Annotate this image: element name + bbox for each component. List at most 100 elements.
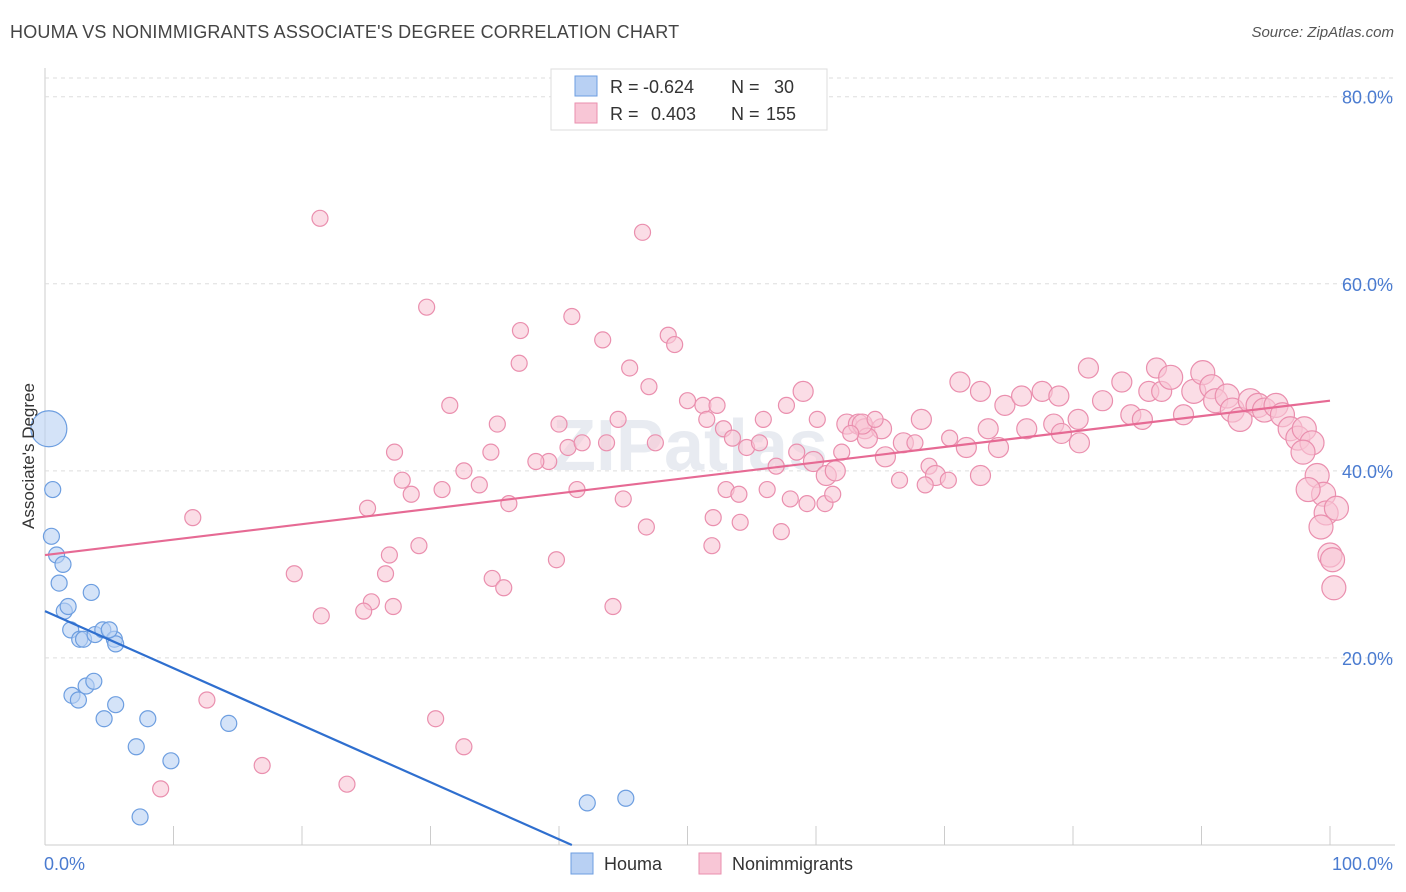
nonimm-point-55 [455,738,473,756]
nonimm-point-61 [750,434,769,452]
nonimm-point-18 [550,415,568,433]
houma-point-21 [107,696,125,714]
nonimm-n-value: 155 [766,104,796,124]
nonimm-point-146 [890,471,909,489]
nonimm-point-10 [441,396,459,414]
houma-point-22 [127,738,145,756]
houma-n-label: N = [731,77,760,97]
axis-label-layer: 20.0% 40.0% 60.0% 80.0% 0.0% 100.0% [44,88,1393,874]
nonimm-point-98 [1010,385,1033,407]
nonimm-point-89 [939,471,957,489]
nonimm-point-46 [495,579,513,597]
houma-r-label: R = [610,77,639,97]
nonimm-point-20 [482,443,500,461]
houma-r-value: -0.624 [643,77,694,97]
nonimm-r-label: R = [610,104,639,124]
houma-point-2 [44,480,62,499]
nonimm-point-90 [910,408,932,431]
nonimm-r-value: 0.403 [651,104,696,124]
nonimm-point-9 [621,359,639,377]
nonimm-point-68 [703,537,721,555]
x-tick-label-right: 100.0% [1332,854,1393,874]
nonimm-point-53 [338,775,356,793]
houma-point-4 [50,574,68,592]
nonimm-point-91 [949,371,971,393]
nonimm-point-8 [510,354,528,372]
nonimm-point-115 [1172,404,1195,426]
nonimm-trend-line [44,399,1331,557]
y-tick-label-0: 20.0% [1342,649,1393,669]
nonimm-point-3 [563,307,581,326]
nonimm-point-65 [758,480,776,499]
nonimm-point-38 [410,537,428,555]
houma-swatch [574,75,598,97]
nonimm-point-2 [418,298,436,316]
nonimm-point-44 [312,607,330,625]
y-tick-label-1: 40.0% [1342,462,1393,482]
nonimm-point-141 [1323,495,1350,521]
nonimm-point-67 [704,509,722,527]
houma-point-1 [42,527,61,545]
nonimm-point-7 [666,335,684,354]
houma-point-0 [30,410,68,448]
houma-point-24 [139,710,157,728]
nonimm-point-77 [808,410,826,429]
nonimm-point-36 [358,499,377,517]
houma-point-23 [131,808,149,826]
y-axis-title: Associate's Degree [19,383,38,529]
nonimm-point-42 [384,597,402,616]
houma-point-10 [69,691,88,709]
nonimm-point-49 [184,509,202,527]
nonimm-point-92 [955,436,977,459]
houma-trend-line [44,610,573,847]
nonimm-point-0 [311,209,329,227]
nonimm-point-139 [1319,547,1346,573]
nonimm-point-23 [573,434,591,452]
houma-point-7 [59,597,77,616]
nonimm-point-43 [285,565,303,583]
nonimm-point-30 [393,471,411,489]
nonimm-point-64 [730,485,748,503]
nonimm-point-28 [433,480,451,499]
nonimm-point-11 [640,378,658,396]
nonimm-point-108 [1111,371,1133,393]
nonimm-point-104 [1067,408,1089,431]
nonimm-point-137 [1308,514,1334,540]
nonimm-point-70 [772,523,790,541]
nonimm-point-76 [824,460,846,482]
nonimm-point-105 [1068,432,1091,454]
legend-nonimm-swatch [698,852,722,875]
houma-n-value: 30 [774,77,794,97]
houma-point-28 [617,789,635,807]
nonimm-point-88 [916,476,934,494]
nonimm-n-label: N = [731,104,760,124]
nonimm-point-110 [1131,408,1153,431]
nonimm-point-34 [614,490,632,508]
nonimm-point-103 [1048,385,1070,407]
nonimm-point-83 [874,446,896,468]
legend-houma-swatch [570,852,594,875]
nonimm-point-106 [1077,357,1100,379]
nonimm-swatch [574,102,598,124]
nonimm-point-95 [969,464,992,487]
y-tick-label-2: 60.0% [1342,275,1393,295]
nonimm-point-56 [698,410,716,429]
point-layer [30,209,1350,847]
nonimm-point-50 [198,691,216,709]
nonimm-point-12 [678,392,697,410]
nonimm-point-94 [977,418,999,440]
nonimm-point-24 [597,434,616,452]
legend-nonimm-label: Nonimmigrants [732,854,853,874]
source-label: Source: ZipAtlas.com [1251,24,1394,41]
nonimm-point-85 [906,434,924,452]
nonimm-point-135 [1295,476,1321,503]
nonimm-point-4 [511,321,530,340]
nonimm-point-143 [866,410,884,429]
nonimm-point-17 [609,410,627,429]
nonimm-point-97 [994,394,1016,416]
nonimm-point-66 [781,490,799,508]
nonimm-point-147 [788,443,806,461]
series-legend: Houma Nonimmigrants [570,852,853,875]
nonimm-point-39 [376,565,395,583]
nonimm-point-71 [798,494,816,513]
